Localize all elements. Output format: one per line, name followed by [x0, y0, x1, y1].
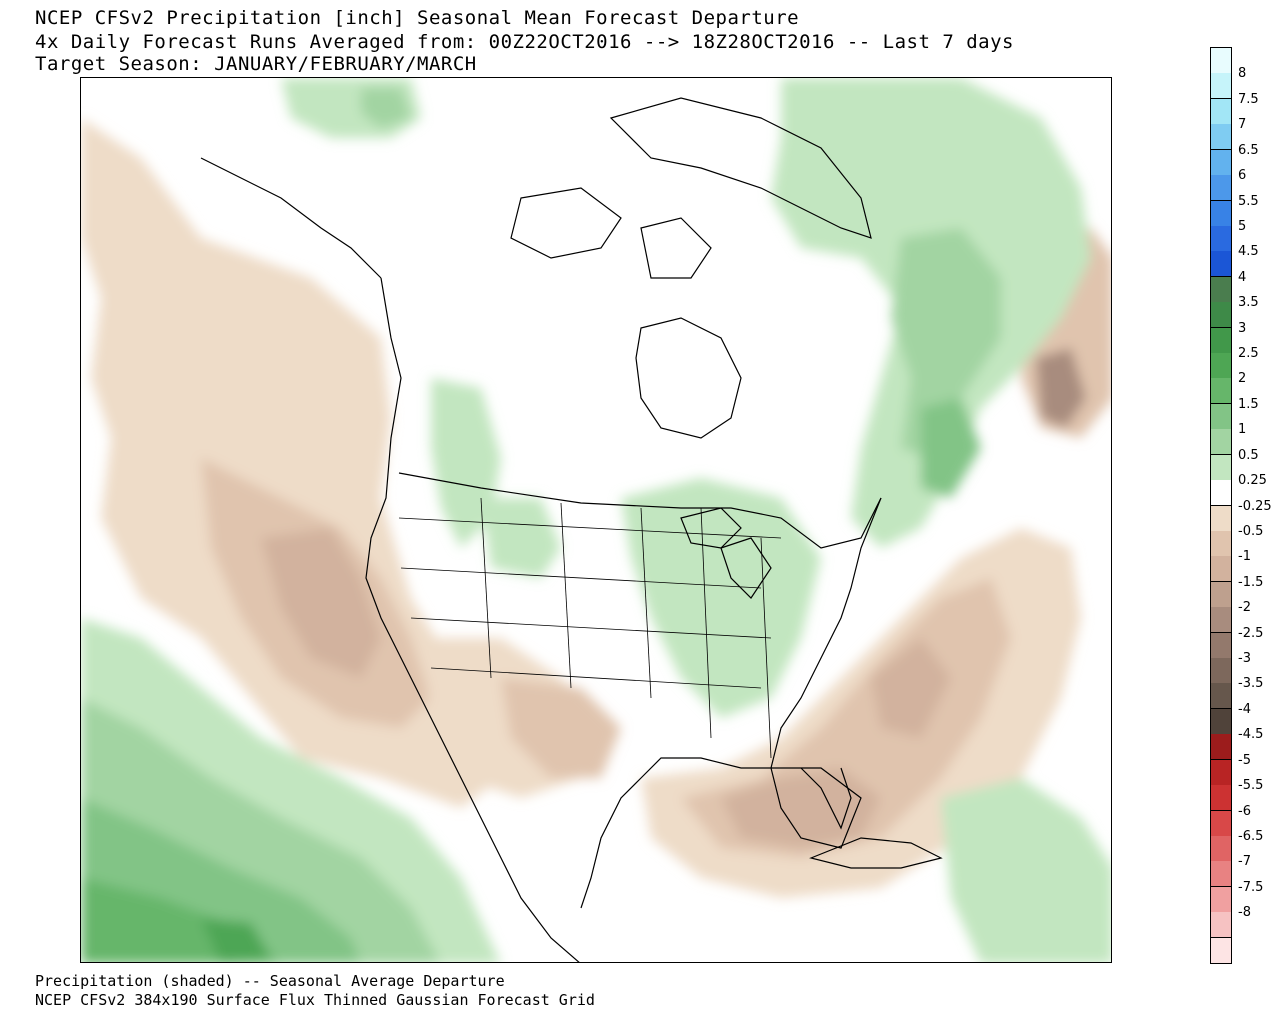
color-scale-label: 0.5 [1238, 447, 1259, 463]
color-scale-label: 6.5 [1238, 142, 1259, 158]
color-scale-box [1211, 708, 1231, 735]
color-scale-box [1211, 200, 1231, 227]
map-title: NCEP CFSv2 Precipitation [inch] Seasonal… [35, 7, 800, 29]
color-scale-box [1211, 454, 1231, 481]
color-scale-box [1211, 607, 1231, 634]
color-scale-box [1211, 505, 1231, 532]
color-scale-box [1211, 403, 1231, 430]
color-scale-box [1211, 861, 1231, 888]
color-scale-label: 5.5 [1238, 193, 1259, 209]
color-scale-label: 6 [1238, 168, 1247, 184]
color-scale-box [1211, 886, 1231, 913]
color-scale-label: 7.5 [1238, 91, 1259, 107]
color-scale-box [1211, 302, 1231, 329]
color-scale-label: -8 [1238, 905, 1251, 921]
color-scale-box [1211, 530, 1231, 557]
color-scale-box [1211, 785, 1231, 812]
color-scale-box [1211, 759, 1231, 786]
color-scale-box [1211, 353, 1231, 379]
color-scale-box [1211, 835, 1231, 862]
color-scale-label: -1 [1238, 549, 1251, 565]
color-scale-box [1211, 581, 1231, 608]
color-scale-label: -1.5 [1238, 574, 1264, 590]
color-scale-box [1211, 632, 1231, 659]
color-scale-label: -2 [1238, 600, 1251, 616]
color-scale-label: -6 [1238, 803, 1251, 819]
color-scale-box [1211, 175, 1231, 202]
color-scale-box [1211, 73, 1231, 100]
color-scale-label: 0.25 [1238, 473, 1267, 489]
color-scale-box [1211, 149, 1231, 176]
color-scale-label: -4 [1238, 701, 1251, 717]
color-scale-label: 5 [1238, 218, 1247, 234]
color-scale-label: -7 [1238, 854, 1251, 870]
color-scale-label: 1.5 [1238, 396, 1259, 412]
color-scale-box [1211, 378, 1231, 405]
color-scale-label: -0.25 [1238, 498, 1272, 514]
color-scale-label: 2 [1238, 371, 1247, 387]
color-scale-box [1211, 658, 1231, 684]
color-scale-box [1211, 734, 1231, 761]
color-scale-label: -0.5 [1238, 523, 1264, 539]
color-scale-box [1211, 48, 1231, 74]
color-scale-box [1211, 480, 1231, 507]
color-scale-box [1211, 912, 1231, 939]
coastline-outlines [200, 97, 943, 962]
color-scale-label: 7 [1238, 117, 1247, 133]
map-subtitle-season: Target Season: JANUARY/FEBRUARY/MARCH [35, 53, 477, 75]
color-scale-label: -7.5 [1238, 879, 1264, 895]
color-scale-label: 8 [1238, 66, 1247, 82]
footer-description: Precipitation (shaded) -- Seasonal Avera… [35, 972, 505, 990]
color-scale-bar [1210, 47, 1232, 964]
footer-grid-info: NCEP CFSv2 384x190 Surface Flux Thinned … [35, 991, 595, 1009]
color-scale-box [1211, 276, 1231, 303]
color-scale-box [1211, 556, 1231, 583]
color-scale-label: -4.5 [1238, 727, 1264, 743]
color-scale-box [1211, 327, 1231, 354]
color-scale-label: 3.5 [1238, 295, 1259, 311]
precipitation-shading [81, 78, 1111, 962]
color-scale-label: -6.5 [1238, 828, 1264, 844]
precipitation-map-canvas [81, 78, 1111, 962]
color-scale-box [1211, 124, 1231, 151]
color-scale-label: 1 [1238, 422, 1247, 438]
color-scale-label: 3 [1238, 320, 1247, 336]
color-scale-box [1211, 937, 1231, 964]
color-scale-box [1211, 429, 1231, 456]
precipitation-map [80, 77, 1112, 963]
color-scale-label: 4.5 [1238, 244, 1259, 260]
color-scale-label: 2.5 [1238, 346, 1259, 361]
color-scale-label: -2.5 [1238, 625, 1264, 641]
color-scale-box [1211, 251, 1231, 278]
color-scale-label: 4 [1238, 269, 1247, 285]
color-scale-label: -3.5 [1238, 676, 1264, 692]
color-scale-box [1211, 98, 1231, 125]
color-scale-box [1211, 810, 1231, 837]
color-scale-label: -5.5 [1238, 778, 1264, 794]
color-scale-box [1211, 683, 1231, 710]
map-subtitle-runs: 4x Daily Forecast Runs Averaged from: 00… [35, 31, 1014, 53]
color-scale-label: -3 [1238, 651, 1251, 666]
color-scale-label: -5 [1238, 752, 1251, 768]
state-borders [398, 497, 782, 759]
color-scale-box [1211, 225, 1231, 252]
